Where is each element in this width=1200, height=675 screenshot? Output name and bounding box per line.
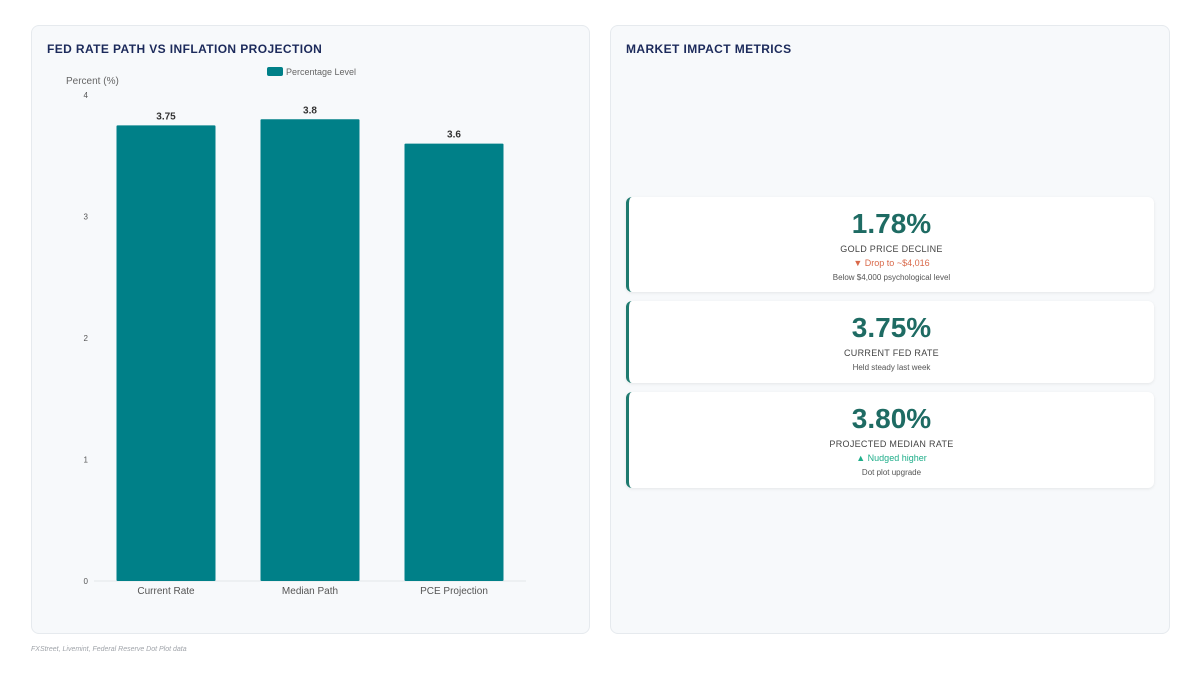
metrics-title: MARKET IMPACT METRICS bbox=[626, 42, 792, 56]
metric-value: 3.75% bbox=[851, 312, 932, 343]
metric-change: ▲ Nudged higher bbox=[856, 453, 927, 463]
y-tick-label: 1 bbox=[84, 456, 89, 465]
bar-value-label: 3.6 bbox=[447, 130, 461, 141]
y-tick-label: 2 bbox=[84, 334, 89, 343]
metric-card-fed-rate: 3.75% CURRENT FED RATE Held steady last … bbox=[626, 301, 1154, 383]
bar bbox=[116, 125, 216, 581]
y-tick-label: 4 bbox=[84, 91, 89, 100]
metric-label: PROJECTED MEDIAN RATE bbox=[829, 439, 954, 449]
metric-label: CURRENT FED RATE bbox=[844, 348, 939, 358]
bar bbox=[404, 143, 504, 581]
metric-card-median-rate: 3.80% PROJECTED MEDIAN RATE ▲ Nudged hig… bbox=[626, 392, 1154, 488]
metric-change: ▼ Drop to ~$4,016 bbox=[853, 258, 930, 268]
x-tick-label: Current Rate bbox=[137, 586, 195, 597]
chart-title: FED RATE PATH VS INFLATION PROJECTION bbox=[47, 42, 323, 56]
bar-value-label: 3.8 bbox=[303, 105, 317, 116]
legend-label: Percentage Level bbox=[286, 67, 356, 77]
metric-note: Held steady last week bbox=[852, 363, 931, 372]
y-axis-label: Percent (%) bbox=[66, 76, 119, 87]
bar-value-label: 3.75 bbox=[156, 111, 176, 122]
bar bbox=[260, 119, 360, 582]
legend-swatch bbox=[267, 67, 283, 76]
x-tick-label: Median Path bbox=[282, 586, 338, 597]
metric-value: 3.80% bbox=[851, 403, 932, 434]
chart-panel: FED RATE PATH VS INFLATION PROJECTION Pe… bbox=[31, 25, 590, 634]
metric-note: Dot plot upgrade bbox=[861, 468, 922, 477]
y-tick-label: 3 bbox=[84, 213, 89, 222]
metrics-panel: MARKET IMPACT METRICS 1.78% GOLD PRICE D… bbox=[610, 25, 1170, 634]
metric-note: Below $4,000 psychological level bbox=[832, 273, 951, 282]
bar-chart: Percent (%) 0 1 2 3 4 Percentage Level 3.75 Curr… bbox=[66, 67, 526, 597]
x-tick-label: PCE Projection bbox=[420, 586, 488, 597]
source-note: FXStreet, Livemint, Federal Reserve Dot … bbox=[31, 646, 187, 653]
y-tick-label: 0 bbox=[84, 577, 89, 586]
metric-label: GOLD PRICE DECLINE bbox=[840, 244, 943, 254]
metric-card-gold: 1.78% GOLD PRICE DECLINE ▼ Drop to ~$4,0… bbox=[626, 197, 1154, 292]
metric-value: 1.78% bbox=[851, 208, 932, 239]
